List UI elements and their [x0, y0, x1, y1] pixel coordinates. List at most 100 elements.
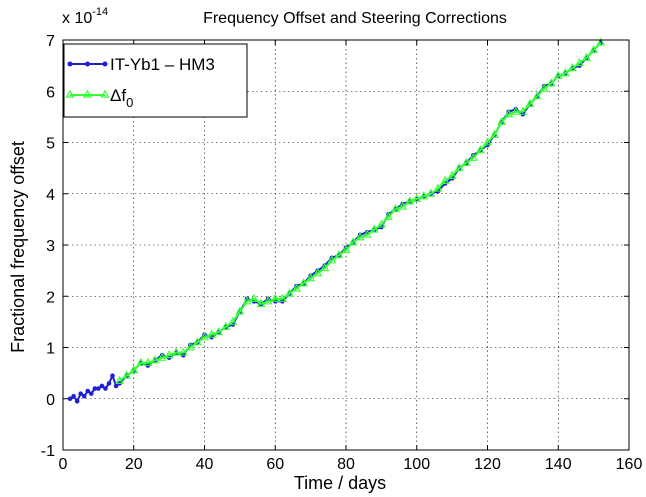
series-1-point [81, 393, 87, 399]
series-2-point [263, 296, 273, 305]
y-tick-label: 4 [46, 187, 55, 204]
series-2-point [178, 347, 188, 356]
x-tick-label: 40 [196, 456, 214, 473]
series-2-point [589, 45, 599, 54]
x-tick-label: 160 [616, 456, 643, 473]
series-2-point [150, 355, 160, 364]
series-2-point [320, 262, 330, 272]
series-2-point [553, 70, 563, 79]
series-1-point [71, 393, 76, 399]
y-tick-label: 1 [46, 341, 55, 358]
y-axis-label: Fractional frequency offset [8, 141, 28, 353]
series-1-point [78, 391, 83, 396]
y-tick-label: 6 [46, 84, 55, 101]
x-tick-label: 0 [59, 456, 68, 473]
series-2-point [129, 365, 139, 374]
series-2-point [214, 326, 224, 336]
series-2-point [405, 196, 415, 205]
y-tick-labels: -1 0 1 2 3 4 5 6 7 [41, 33, 55, 460]
series-2-point [447, 170, 457, 179]
series-2-point [292, 283, 301, 292]
y-tick-label: 2 [46, 289, 55, 306]
y-tick-label: 3 [46, 238, 55, 255]
y-tick-label: 7 [46, 33, 55, 50]
series-2-point [539, 83, 549, 92]
series-2-point [299, 278, 308, 287]
series-2-point [461, 157, 471, 167]
series-layer [67, 37, 606, 404]
legend-marker-series-1c [102, 61, 108, 67]
series-2-point [249, 293, 259, 302]
series-2-point [575, 57, 584, 67]
series-2-point [221, 321, 231, 331]
series-2-point [376, 219, 386, 228]
series-2-point [497, 116, 507, 126]
x-tick-label: 100 [403, 456, 430, 473]
x-tick-label: 60 [266, 456, 284, 473]
series-2-point [426, 188, 436, 197]
series-1-point [67, 396, 73, 402]
series-2-point [355, 232, 365, 241]
series-2-point [596, 37, 606, 46]
series-1-point [74, 399, 80, 404]
series-2-point [313, 268, 323, 277]
series-2-point [546, 78, 556, 87]
series-1-point [99, 383, 105, 389]
series-1-point [89, 391, 94, 396]
series-2-point [284, 288, 294, 297]
x-tick-label: 120 [474, 456, 501, 473]
series-1-point [113, 383, 119, 389]
series-1-point [85, 388, 91, 394]
series-2-point [433, 183, 443, 192]
series-2-point [242, 296, 252, 305]
series-2-point [440, 175, 450, 184]
series-2-point [235, 306, 245, 315]
axis-exponent: x 10-14 [62, 6, 108, 27]
series-2-point [412, 193, 422, 202]
y-tick-label: -1 [41, 443, 55, 460]
series-2-point [341, 244, 351, 254]
axis-exponent-power: -14 [92, 6, 108, 18]
series-2-point [348, 237, 358, 246]
legend-marker-series-1 [67, 61, 73, 67]
series-2-point [192, 337, 202, 346]
series-2-point [398, 201, 408, 210]
series-2-point [490, 129, 499, 138]
series-2-point [136, 357, 146, 366]
series-2-point [454, 162, 464, 172]
series-2-point [369, 224, 379, 233]
series-2-point [483, 137, 492, 146]
x-tick-label: 80 [337, 456, 355, 473]
x-tick-label: 140 [545, 456, 572, 473]
legend: IT-Yb1 – HM3 Δf0 [63, 43, 248, 118]
x-axis-label: Time / days [294, 473, 386, 493]
series-2-point [306, 273, 316, 282]
series-2-point [419, 191, 429, 200]
chart-title: Frequency Offset and Steering Correction… [203, 10, 507, 27]
series-1-point [92, 386, 98, 391]
series-2-point [511, 106, 521, 115]
legend-label-series-2: Δf0 [110, 86, 133, 110]
axis-exponent-base: x 10 [62, 10, 92, 27]
series-2-point [334, 250, 344, 259]
legend-marker-series-2c [100, 89, 110, 98]
tick-marks [62, 39, 630, 451]
series-2-point [270, 293, 280, 302]
series-2-point [567, 63, 577, 72]
legend-marker-series-2 [65, 89, 75, 98]
series-2-point [362, 229, 372, 238]
series-2-point [384, 211, 393, 220]
series-2-point [560, 68, 570, 77]
series-2-point [532, 91, 542, 100]
series-2-point [228, 316, 238, 325]
legend-label-series-2-sub: 0 [126, 95, 133, 110]
series-2-point [468, 152, 478, 161]
series-2-point [200, 332, 209, 341]
series-1-point [110, 373, 115, 378]
legend-marker-series-2b [82, 89, 93, 98]
x-tick-label: 20 [125, 456, 143, 473]
series-1-point [106, 381, 112, 386]
series-2-point [582, 52, 591, 61]
series-2-point [327, 255, 337, 264]
